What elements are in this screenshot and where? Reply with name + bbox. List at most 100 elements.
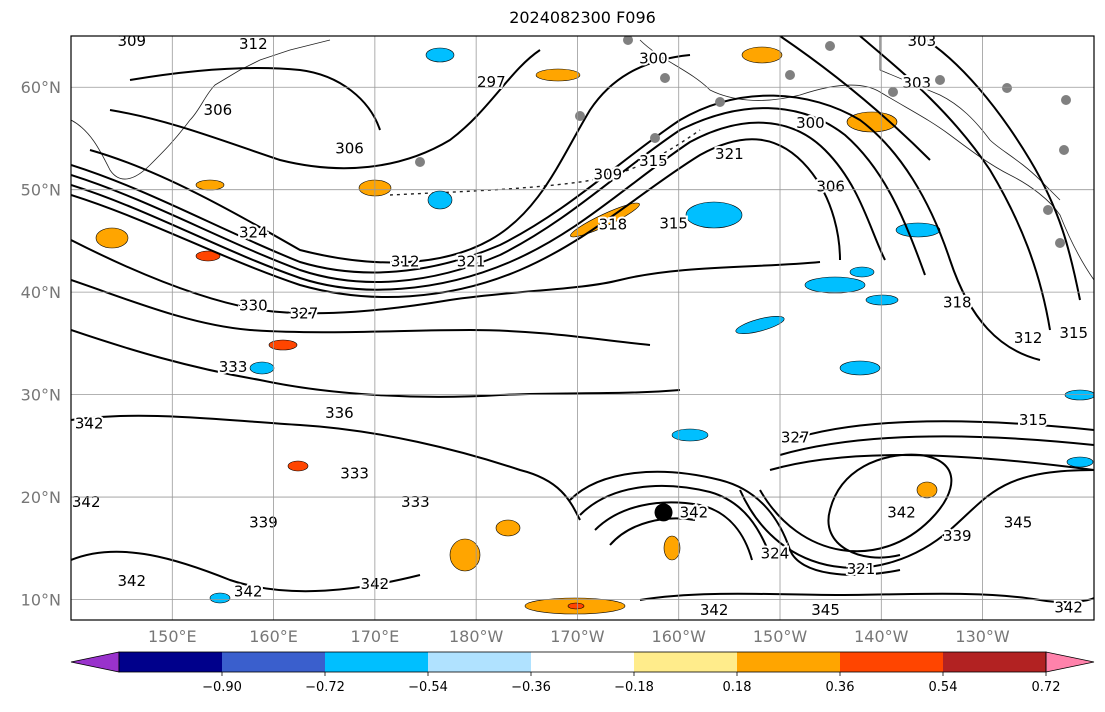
contour-value-label: 327 [781,429,810,447]
contour-value-label: 342 [75,414,104,432]
contour-value-label: 306 [816,178,845,196]
canada-coastline [879,36,1061,201]
contour-line [609,517,696,546]
longitude-label: 130°W [955,627,1010,646]
contour-line [71,550,421,593]
contour-value-label: 333 [219,358,248,376]
station-dot [1002,83,1012,93]
shade-blob [449,538,481,572]
shade-blob [741,46,783,64]
contour-value-label: 342 [887,503,916,521]
shade-blob [95,227,129,249]
shade-blob [685,201,743,229]
contour-line [71,107,926,283]
colorbar-swatch [428,652,531,672]
contour-value-label: 342 [234,582,263,600]
contour-value-label: 333 [340,464,369,482]
contour-line [759,453,953,559]
contour-line [579,484,771,556]
colorbar-tick-label: −0.54 [408,680,448,695]
station-dot [785,70,795,80]
station-dot [415,157,425,167]
latitude-label: 30°N [21,386,61,405]
contour-line [71,138,841,298]
contour-value-label: 321 [715,145,744,163]
shade-blob [849,266,875,278]
contour-line [109,49,541,170]
contour-value-label: 345 [811,601,840,619]
colorbar-swatch [531,652,634,672]
contour-line [919,36,1081,301]
shade-blob [535,68,581,82]
longitude-label: 160°W [652,627,707,646]
shade-blob [735,316,785,334]
contour-value-label: 321 [847,560,876,578]
contour-line [89,54,691,264]
contour-value-label: 309 [594,165,623,183]
longitude-label: 170°W [550,627,605,646]
station-dot [650,133,660,143]
latitude-label: 20°N [21,488,61,507]
contour-value-label: 342 [1054,599,1083,617]
colorbar-swatch [634,652,737,672]
shade-blob [268,339,298,351]
contour-line [779,36,931,161]
shade-blob [916,481,938,499]
contour-line [71,94,1041,361]
contour-line [789,420,1094,441]
colorbar-tick-labels: −0.90 −0.72 −0.54 −0.36 −0.18 0.18 0.36 0.54 0.7… [202,672,1061,695]
colorbar-tick-label: −0.90 [202,680,242,695]
colorbar-swatch [222,652,325,672]
shade-blob [1066,456,1094,468]
colorbar-swatches [70,651,1095,673]
contour-value-label: 342 [117,572,146,590]
contour-line [71,121,886,291]
contour-value-label: 327 [290,305,319,323]
contour-value-label: 303 [907,32,936,50]
latitude-label: 40°N [21,283,61,302]
contour-value-label: 324 [239,224,268,242]
contour-value-label: 345 [1004,514,1033,532]
graticule [71,36,1094,620]
contour-line [71,239,821,315]
contour-value-label: 339 [249,514,278,532]
contour-value-label: 342 [700,601,729,619]
station-dot [1059,145,1069,155]
contour-value-label: 318 [599,216,628,234]
contour-lines [71,36,1094,604]
contour-value-label: 315 [1019,411,1048,429]
latitude-label: 10°N [21,591,61,610]
contour-line [569,470,901,576]
contour-value-label: 315 [639,152,668,170]
longitude-label: 170°E [351,627,400,646]
contour-line [739,469,1094,569]
colorbar-extension-min [70,651,120,673]
contour-value-label: 309 [117,32,146,50]
shade-blob [839,360,881,376]
contour-line [594,501,753,561]
contour-line [71,329,681,398]
contour-value-label: 312 [239,35,268,53]
colorbar-tick-label: 0.72 [1032,680,1061,695]
shade-blob [865,294,899,306]
contour-line [71,414,581,521]
contour-value-label: 324 [761,544,790,562]
latitude-label: 60°N [21,78,61,97]
shade-blob [427,190,453,210]
longitude-label: 150°E [148,627,197,646]
storm-center-marker [654,503,673,522]
map-title: 2024082300 F096 [509,8,656,27]
colorbar-tick-label: −0.36 [511,680,551,695]
colorbar-tick-label: 0.18 [723,680,752,695]
latitude-label: 50°N [21,181,61,200]
station-dot [935,75,945,85]
shade-blob [567,602,585,610]
contour-value-label: 300 [639,50,668,68]
shade-blob [495,519,521,537]
colorbar-swatch [943,652,1046,672]
shade-blob [195,250,221,262]
shade-blob [249,361,275,375]
longitude-label: 140°W [854,627,909,646]
station-dot [888,87,898,97]
